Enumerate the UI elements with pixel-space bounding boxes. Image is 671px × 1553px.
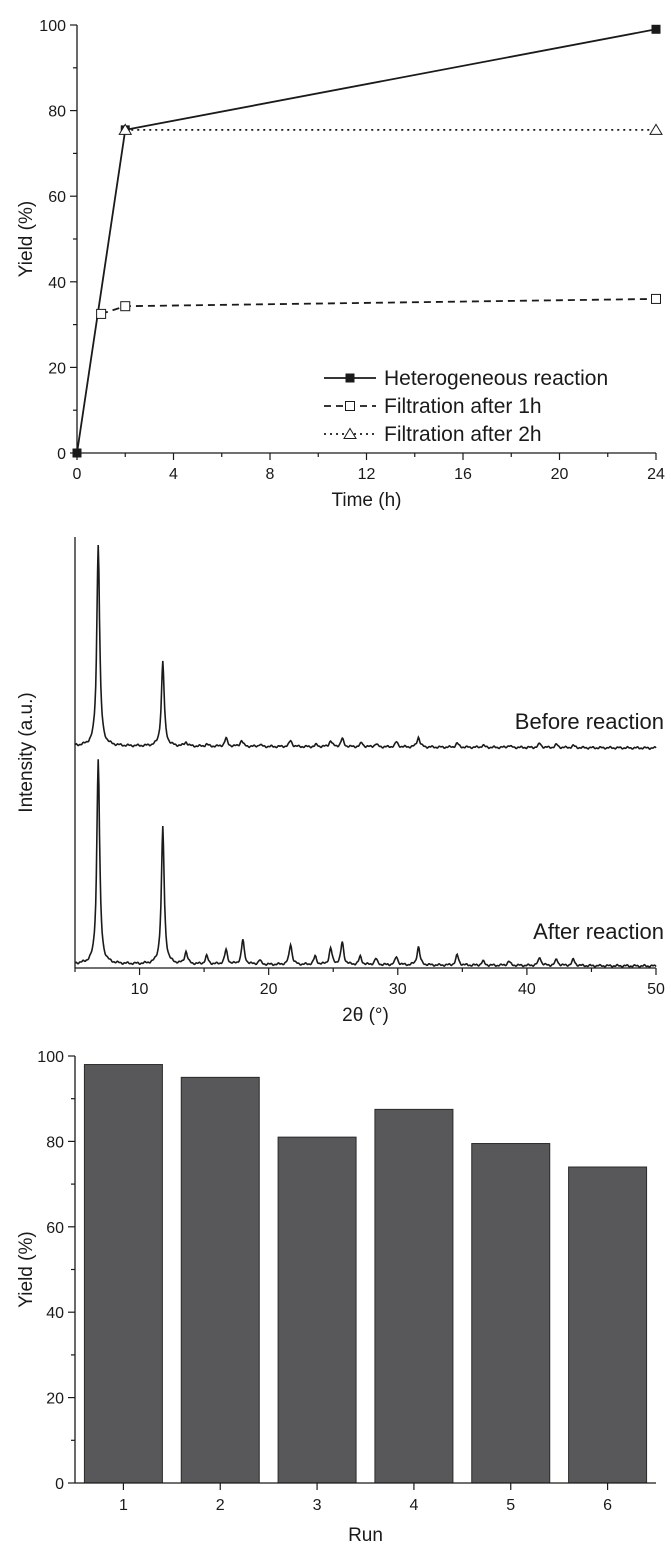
data-point <box>120 301 131 312</box>
bar <box>180 1076 260 1484</box>
x-tick-label: 8 <box>266 466 275 483</box>
legend-marker <box>343 427 357 439</box>
y-tick-label: 80 <box>48 104 66 121</box>
y-axis-title: Yield (%) <box>16 1231 37 1307</box>
x-tick-label: 4 <box>409 1497 418 1514</box>
y-tick-label: 40 <box>46 1305 64 1322</box>
bar <box>471 1143 551 1484</box>
x-tick-label: 50 <box>647 981 665 998</box>
x-tick-label: 5 <box>506 1497 515 1514</box>
bar <box>277 1136 357 1484</box>
legend-label: Filtration after 2h <box>384 423 542 446</box>
x-tick-label: 20 <box>551 466 569 483</box>
y-tick-label: 100 <box>37 1049 64 1066</box>
xrd-pattern-chart: 10 20 30 40 50 2θ (°) Intensity (a.u.) Before r… <box>16 537 665 1026</box>
y-tick-label: 0 <box>55 1476 64 1493</box>
bar <box>83 1064 163 1484</box>
y-tick-label: 20 <box>48 360 66 377</box>
x-tick-label: 1 <box>119 1497 128 1514</box>
xrd-trace <box>74 759 657 968</box>
y-tick-label: 100 <box>39 18 66 35</box>
x-tick-label: 20 <box>260 981 278 998</box>
trace-label: Before reaction <box>515 709 664 734</box>
x-tick-label: 10 <box>131 981 149 998</box>
x-axis-title: 2θ (°) <box>342 1005 389 1026</box>
x-tick-label: 0 <box>73 466 82 483</box>
x-tick-label: 16 <box>454 466 472 483</box>
x-tick-label: 2 <box>216 1497 225 1514</box>
data-point <box>651 24 661 34</box>
data-point <box>72 448 82 458</box>
legend-label: Filtration after 1h <box>384 395 542 418</box>
legend-label: Heterogeneous reaction <box>384 367 608 390</box>
x-tick-label: 24 <box>647 466 665 483</box>
y-tick-label: 20 <box>46 1391 64 1408</box>
x-tick-label: 4 <box>169 466 178 483</box>
x-tick-label: 3 <box>313 1497 322 1514</box>
x-tick-label: 40 <box>518 981 536 998</box>
y-tick-label: 40 <box>48 275 66 292</box>
y-tick-label: 60 <box>46 1220 64 1237</box>
data-point <box>651 293 661 304</box>
data-point <box>118 123 133 135</box>
x-tick-label: 12 <box>358 466 376 483</box>
x-tick-label: 30 <box>389 981 407 998</box>
y-axis-title: Intensity (a.u.) <box>16 692 37 812</box>
legend-marker <box>345 373 355 383</box>
y-tick-label: 80 <box>46 1134 64 1151</box>
series-line <box>100 298 657 315</box>
x-tick-label: 6 <box>603 1497 612 1514</box>
xrd-trace <box>74 544 657 750</box>
y-tick-label: 0 <box>57 446 66 463</box>
legend-marker <box>345 401 355 411</box>
bar <box>568 1166 648 1484</box>
bar <box>374 1108 454 1484</box>
x-axis-title: Run <box>348 1525 383 1546</box>
y-axis-title: Yield (%) <box>16 201 37 277</box>
data-point <box>96 308 107 319</box>
yield-vs-time-chart: 0 20 40 60 80 100 0 4 8 12 16 20 24 Time (h) Yield (%)… <box>16 18 665 511</box>
data-point <box>649 123 663 135</box>
x-axis-title: Time (h) <box>331 490 401 511</box>
y-tick-label: 60 <box>48 189 66 206</box>
trace-label: After reaction <box>533 919 664 944</box>
